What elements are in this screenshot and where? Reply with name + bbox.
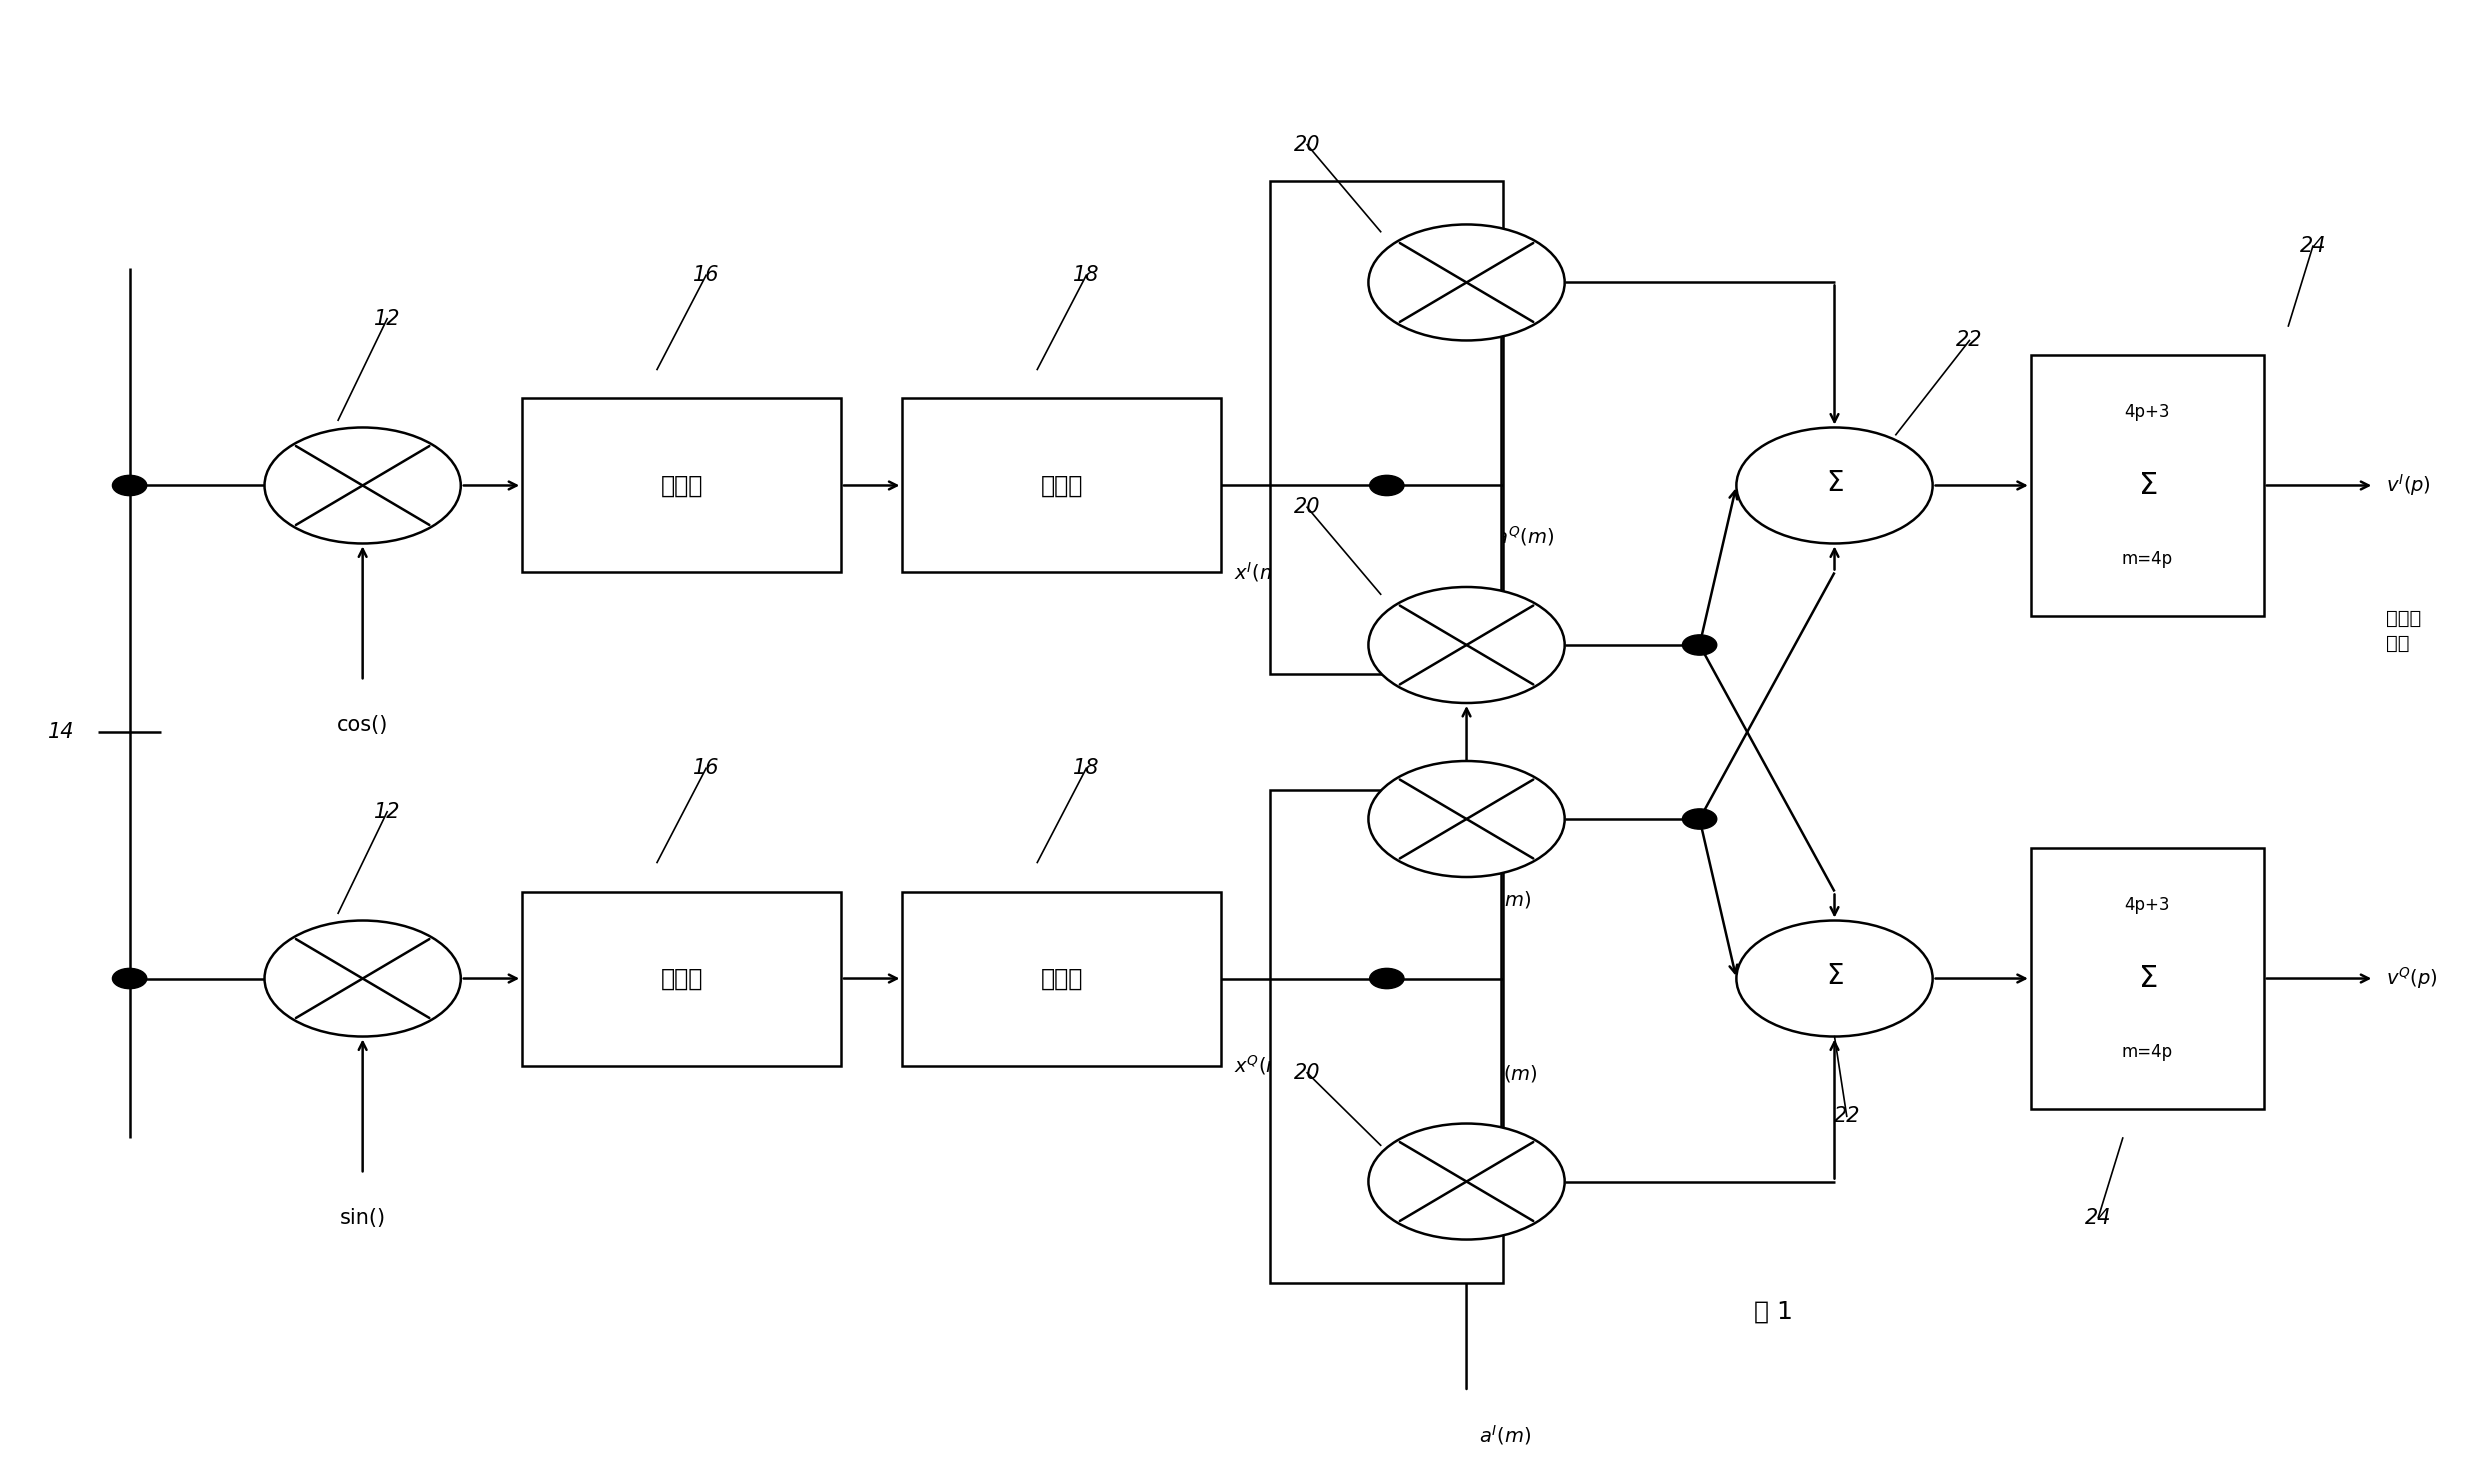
Bar: [903, 398, 1221, 572]
Text: m=4p: m=4p: [2122, 1042, 2173, 1060]
Text: $\Sigma$: $\Sigma$: [2136, 471, 2156, 501]
Text: 滤波器: 滤波器: [661, 473, 703, 498]
Text: 16: 16: [693, 265, 720, 285]
Text: 18: 18: [1073, 758, 1100, 779]
Text: 4p+3: 4p+3: [2124, 404, 2171, 422]
Bar: [523, 892, 841, 1066]
Text: m=4p: m=4p: [2122, 549, 2173, 568]
Circle shape: [1682, 635, 1717, 656]
Text: cos(): cos(): [338, 714, 387, 735]
Circle shape: [264, 427, 461, 543]
Text: 24: 24: [2299, 236, 2326, 256]
Circle shape: [264, 921, 461, 1037]
Bar: [523, 398, 841, 572]
Text: 20: 20: [1293, 498, 1320, 517]
Text: $a^Q(m)$: $a^Q(m)$: [1478, 1061, 1537, 1085]
Text: 18: 18: [1073, 265, 1100, 285]
Text: 采样器: 采样器: [1041, 473, 1083, 498]
Text: $-a^Q(m)$: $-a^Q(m)$: [1478, 524, 1554, 548]
Text: $a^I(m)$: $a^I(m)$: [1478, 1423, 1532, 1448]
Text: $\Sigma$: $\Sigma$: [1826, 962, 1843, 990]
Bar: [1271, 182, 1502, 673]
Bar: [1271, 791, 1502, 1282]
Text: 图 1: 图 1: [1754, 1300, 1794, 1323]
Bar: [2030, 354, 2265, 616]
Circle shape: [113, 476, 146, 496]
Text: 20: 20: [1293, 1063, 1320, 1083]
Text: 12: 12: [375, 309, 400, 329]
Text: $v^Q(p)$: $v^Q(p)$: [2386, 966, 2437, 991]
Text: $x^Q(m)$: $x^Q(m)$: [1234, 1054, 1293, 1078]
Text: $\Sigma$: $\Sigma$: [2136, 963, 2156, 993]
Bar: [2030, 848, 2265, 1110]
Text: 24: 24: [2085, 1208, 2112, 1228]
Text: 22: 22: [1833, 1107, 1860, 1126]
Text: 20: 20: [1293, 135, 1320, 155]
Text: 沃尔什
码片: 沃尔什 码片: [2386, 609, 2423, 653]
Text: sin(): sin(): [340, 1208, 385, 1228]
Circle shape: [1369, 1123, 1564, 1240]
Circle shape: [1737, 427, 1932, 543]
Text: 14: 14: [47, 722, 74, 742]
Circle shape: [113, 968, 146, 988]
Circle shape: [1369, 476, 1404, 496]
Text: $x^I(m)$: $x^I(m)$: [1234, 561, 1285, 584]
Circle shape: [1369, 224, 1564, 341]
Circle shape: [1369, 587, 1564, 703]
Text: $a^I(m)$: $a^I(m)$: [1478, 887, 1532, 911]
Text: 采样器: 采样器: [1041, 966, 1083, 991]
Text: 12: 12: [375, 802, 400, 821]
Text: 滤波器: 滤波器: [661, 966, 703, 991]
Circle shape: [1369, 968, 1404, 988]
Text: $\Sigma$: $\Sigma$: [1826, 468, 1843, 496]
Text: 22: 22: [1956, 331, 1983, 350]
Circle shape: [1682, 808, 1717, 829]
Text: 4p+3: 4p+3: [2124, 896, 2171, 915]
Text: $v^I(p)$: $v^I(p)$: [2386, 473, 2432, 498]
Circle shape: [1737, 921, 1932, 1037]
Text: 16: 16: [693, 758, 720, 779]
Bar: [903, 892, 1221, 1066]
Circle shape: [1369, 761, 1564, 877]
